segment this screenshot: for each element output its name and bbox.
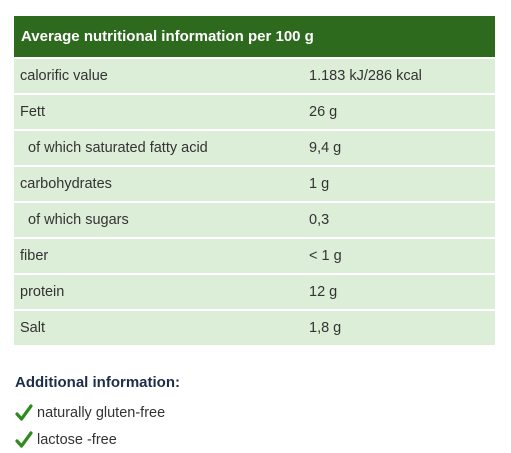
value: 9,4 g (308, 129, 495, 166)
label: Salt (14, 309, 308, 345)
value: 1 g (308, 165, 495, 202)
row: Fett 26 g (14, 93, 495, 130)
item-text: naturally gluten-free (37, 404, 166, 421)
label: fiber (14, 237, 308, 274)
row: fiber < 1 g (14, 237, 495, 274)
nutrition-table: Average nutritional information per 100 … (14, 16, 495, 345)
additional-title: Additional information: (15, 374, 180, 391)
label: Fett (14, 93, 308, 130)
item-text: lactose -free (37, 431, 117, 448)
value: 1.183 kJ/286 kcal (308, 57, 495, 94)
row: of which sugars 0,3 (14, 201, 495, 238)
row: Salt 1,8 g (14, 309, 495, 345)
value: 12 g (308, 273, 495, 310)
label: carbohydrates (14, 165, 308, 202)
check-icon (15, 403, 33, 421)
value: 0,3 (308, 201, 495, 238)
value: < 1 g (308, 237, 495, 274)
row: protein 12 g (14, 273, 495, 310)
value: 26 g (308, 93, 495, 130)
label: protein (14, 273, 308, 310)
label: of which sugars (14, 201, 308, 238)
label: calorific value (14, 57, 308, 94)
additional-info: Additional information: naturally gluten… (15, 374, 180, 453)
row: calorific value 1.183 kJ/286 kcal (14, 57, 495, 94)
info-item: naturally gluten-free (15, 399, 180, 426)
label: of which saturated fatty acid (14, 129, 308, 166)
table-title: Average nutritional information per 100 … (14, 16, 495, 58)
value: 1,8 g (308, 309, 495, 345)
row: of which saturated fatty acid 9,4 g (14, 129, 495, 166)
info-item: lactose -free (15, 426, 180, 453)
row: carbohydrates 1 g (14, 165, 495, 202)
check-icon (15, 430, 33, 448)
